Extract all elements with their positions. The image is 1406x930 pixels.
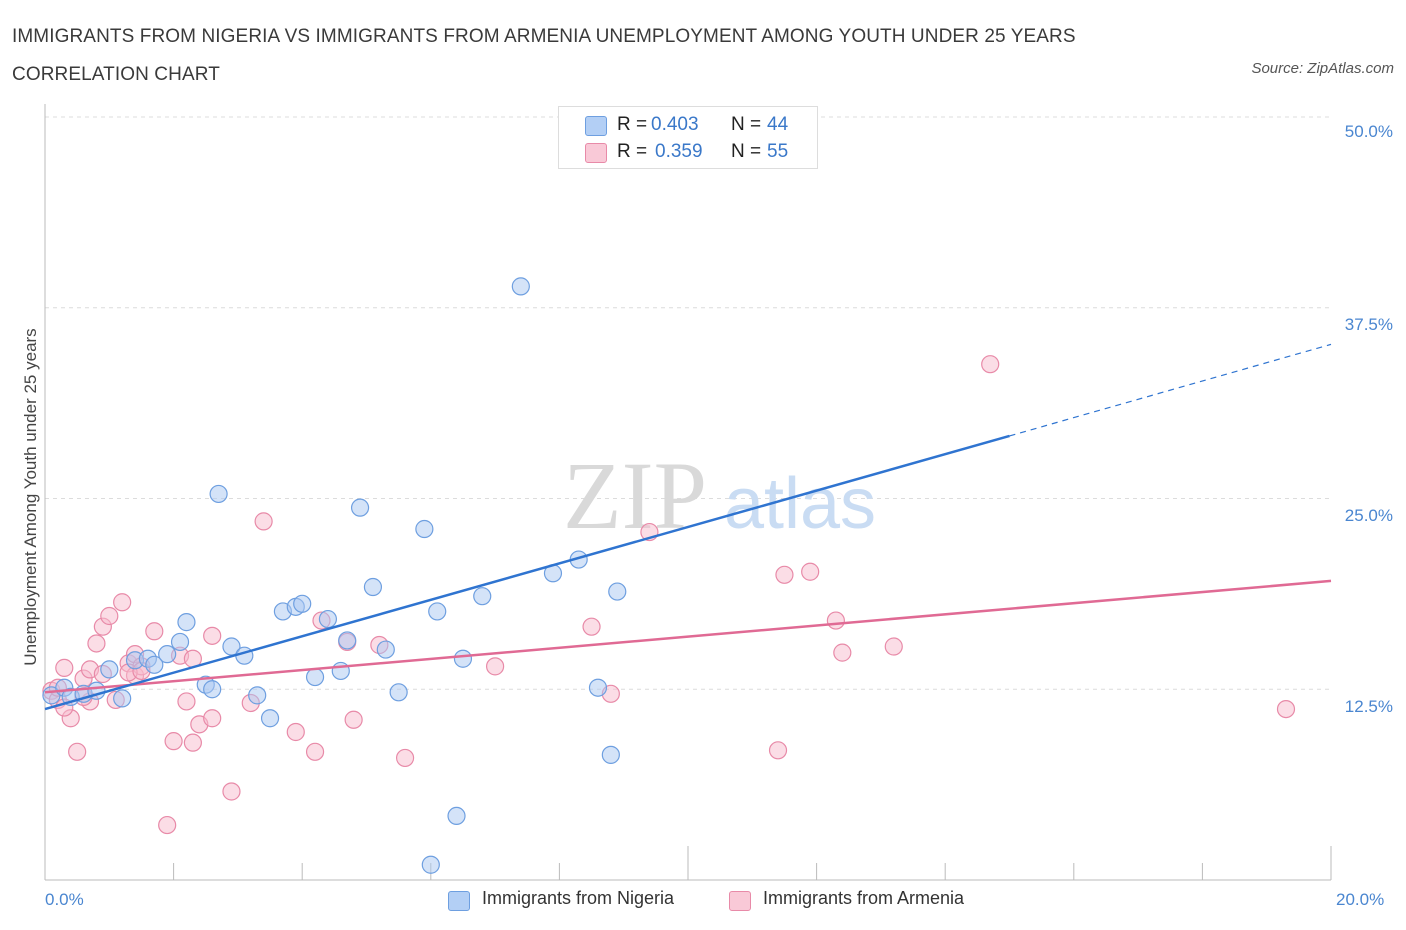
armenia-point (113, 593, 132, 612)
armenia-point (305, 742, 325, 761)
armenia-point (203, 626, 222, 645)
nigeria-trend-extension (1009, 343, 1332, 437)
armenia-legend-label: Immigrants from Armenia (763, 888, 965, 908)
armenia-legend-swatch (729, 891, 751, 911)
armenia-point (164, 732, 183, 751)
armenia-point (145, 622, 164, 641)
nigeria-point (177, 613, 196, 632)
armenia-point (55, 658, 74, 677)
armenia-point (981, 355, 1000, 374)
nigeria-point (447, 806, 466, 826)
nigeria-point (305, 667, 325, 687)
armenia-point (68, 742, 87, 761)
nigeria-point (428, 602, 447, 621)
n-label: N = (731, 114, 762, 135)
armenia-point (1276, 699, 1296, 719)
armenia-point (286, 722, 305, 742)
nigeria-point (415, 519, 434, 539)
r-value-nigeria: 0.403 (651, 114, 699, 135)
nigeria-point (209, 484, 228, 504)
chart-title: IMMIGRANTS FROM NIGERIA VS IMMIGRANTS FR… (12, 26, 1076, 85)
nigeria-point (608, 582, 627, 601)
nigeria-point (260, 709, 280, 728)
nigeria-point (293, 594, 312, 613)
armenia-trend-line (44, 579, 1332, 694)
nigeria-point (145, 655, 164, 674)
nigeria-point (421, 855, 440, 874)
nigeria-swatch (585, 116, 607, 136)
armenia-point (158, 815, 177, 835)
nigeria-point (473, 587, 492, 606)
stats-legend: R = 0.403 N = 44 R = 0.359 N = 55 (558, 106, 818, 169)
trend-lines (44, 343, 1332, 711)
armenia-point (254, 512, 273, 531)
n-value-nigeria: 44 (767, 114, 789, 135)
armenia-point (884, 637, 903, 656)
nigeria-point (389, 683, 408, 702)
armenia-point (203, 709, 222, 728)
nigeria-point (203, 680, 222, 699)
nigeria-point (158, 645, 177, 664)
y-tick-25: 25.0% (1344, 506, 1393, 525)
watermark-zip: ZIP (563, 442, 707, 549)
armenia-point (826, 611, 845, 630)
nigeria-point (318, 609, 338, 629)
r-value-armenia: 0.359 (655, 141, 703, 162)
armenia-point (100, 606, 119, 626)
axes (44, 104, 1332, 881)
nigeria-points (42, 107, 730, 874)
armenia-point (833, 643, 852, 662)
armenia-point (222, 782, 241, 801)
armenia-point (801, 562, 820, 581)
y-tick-12-5: 12.5% (1344, 697, 1393, 716)
nigeria-point (601, 745, 620, 764)
armenia-point (486, 657, 505, 676)
watermark: ZIP atlas (563, 442, 876, 549)
nigeria-legend-label: Immigrants from Nigeria (482, 888, 675, 908)
nigeria-point (100, 660, 119, 679)
armenia-point (87, 634, 106, 653)
nigeria-point (376, 640, 395, 659)
armenia-point (395, 748, 415, 768)
r-label: R = (617, 141, 648, 162)
nigeria-trend-line (44, 434, 1010, 711)
nigeria-point (453, 649, 473, 668)
armenia-points (42, 355, 1296, 835)
x-tick-20: 20.0% (1336, 890, 1385, 909)
y-tick-37-5: 37.5% (1344, 315, 1393, 334)
nigeria-point (350, 498, 370, 517)
nigeria-point (363, 577, 383, 597)
nigeria-point (511, 277, 530, 296)
watermark-atlas: atlas (724, 464, 876, 544)
nigeria-legend-swatch (448, 891, 470, 911)
armenia-point (344, 710, 363, 729)
armenia-point (775, 565, 794, 584)
nigeria-point (113, 689, 132, 708)
armenia-point (582, 617, 601, 636)
nigeria-point (338, 631, 357, 650)
y-axis-label: Unemployment Among Youth under 25 years (21, 328, 40, 666)
nigeria-point (588, 678, 608, 697)
nigeria-point (170, 632, 190, 652)
n-value-armenia: 55 (767, 141, 789, 162)
x-tick-0: 0.0% (45, 890, 84, 909)
source-label: Source: ZipAtlas.com (1251, 60, 1394, 77)
armenia-point (768, 741, 788, 760)
armenia-point (183, 733, 202, 752)
y-tick-50: 50.0% (1344, 122, 1393, 141)
grid-lines (45, 116, 1331, 690)
armenia-point (177, 692, 196, 711)
armenia-swatch (585, 143, 607, 163)
nigeria-point (248, 686, 267, 705)
r-label: R = (617, 114, 648, 135)
n-label: N = (731, 141, 762, 162)
